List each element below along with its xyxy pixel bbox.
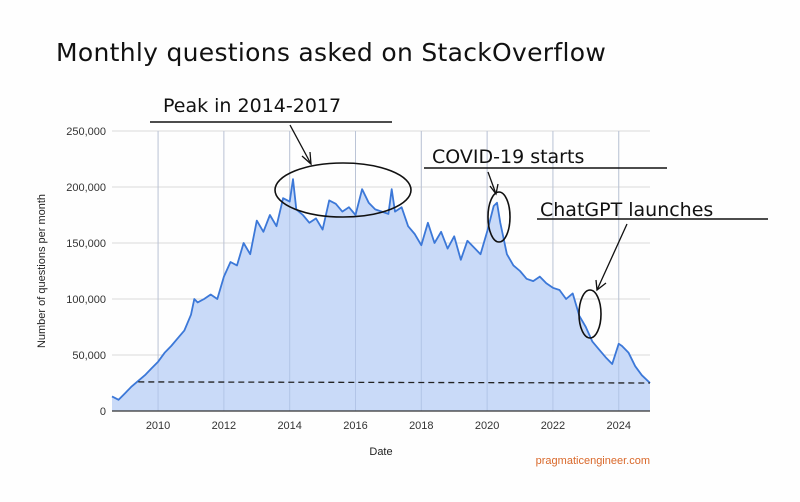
x-tick-label: 2020: [475, 420, 499, 432]
chart-title: Monthly questions asked on StackOverflow: [56, 38, 607, 67]
x-tick-label: 2022: [541, 420, 565, 432]
x-tick-label: 2010: [146, 420, 170, 432]
x-tick-label: 2016: [343, 420, 367, 432]
arrow-icon: [596, 223, 628, 291]
y-axis-label: Number of questions per month: [36, 194, 48, 348]
arrow-head-icon: [595, 279, 607, 292]
vertical-gridlines-overlay: [157, 131, 620, 411]
covid-ellipse: [487, 191, 511, 243]
y-tick-label: 150,000: [66, 238, 106, 250]
arrow-head-icon: [301, 151, 312, 166]
annotation-chatgpt-label: ChatGPT launches: [540, 199, 713, 221]
y-tick-label: 200,000: [66, 182, 106, 194]
annotation-peak-label: Peak in 2014-2017: [163, 95, 341, 117]
area-fill: [112, 179, 650, 411]
x-axis-ticks: 2010 2012 2014 2016 2018 2020 2022 2024: [146, 420, 631, 432]
annotation-peak: Peak in 2014-2017: [150, 95, 412, 218]
arrow-icon: [289, 124, 312, 165]
y-tick-label: 0: [100, 406, 106, 418]
x-tick-label: 2018: [409, 420, 433, 432]
y-tick-label: 250,000: [66, 126, 106, 138]
peak-ellipse: [274, 162, 412, 218]
annotation-covid: COVID-19 starts: [424, 146, 667, 243]
x-tick-label: 2024: [606, 420, 630, 432]
annotation-covid-label: COVID-19 starts: [432, 146, 584, 168]
y-tick-label: 100,000: [66, 294, 106, 306]
annotation-chatgpt: ChatGPT launches: [537, 199, 768, 339]
dashed-baseline: [138, 381, 651, 384]
arrow-icon: [487, 171, 497, 195]
credit-link[interactable]: pragmaticengineer.com: [535, 455, 650, 467]
y-axis-ticks: 0 50,000 100,000 150,000 200,000 250,000: [66, 126, 106, 418]
x-tick-label: 2014: [277, 420, 301, 432]
y-tick-label: 50,000: [72, 350, 106, 362]
chatgpt-ellipse: [578, 289, 602, 339]
x-axis-label: Date: [369, 446, 392, 458]
arrow-head-icon: [489, 183, 499, 196]
x-tick-label: 2012: [212, 420, 236, 432]
